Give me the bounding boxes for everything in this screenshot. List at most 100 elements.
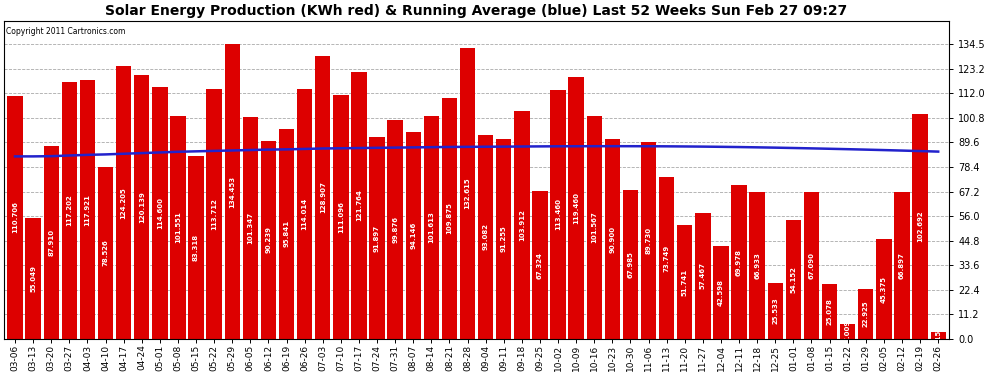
Bar xyxy=(387,120,403,339)
Text: 111.096: 111.096 xyxy=(338,201,344,233)
Bar xyxy=(496,139,512,339)
Text: 110.706: 110.706 xyxy=(12,202,18,234)
Text: 42.598: 42.598 xyxy=(718,279,724,306)
Text: 45.375: 45.375 xyxy=(881,276,887,303)
Text: 69.978: 69.978 xyxy=(737,249,742,276)
Bar xyxy=(225,44,240,339)
Bar xyxy=(876,239,892,339)
Text: 134.453: 134.453 xyxy=(230,176,236,207)
Text: 67.985: 67.985 xyxy=(628,251,634,278)
Bar xyxy=(623,190,639,339)
Bar xyxy=(7,96,23,339)
Bar xyxy=(478,135,493,339)
Bar xyxy=(713,246,729,339)
Text: 124.205: 124.205 xyxy=(121,187,127,219)
Text: 113.460: 113.460 xyxy=(555,198,561,231)
Text: 66.933: 66.933 xyxy=(754,252,760,279)
Title: Solar Energy Production (KWh red) & Running Average (blue) Last 52 Weeks Sun Feb: Solar Energy Production (KWh red) & Runn… xyxy=(106,4,847,18)
Bar xyxy=(134,75,149,339)
Text: 121.764: 121.764 xyxy=(356,189,362,221)
Text: 109.875: 109.875 xyxy=(446,202,452,234)
Bar xyxy=(804,192,819,339)
Bar xyxy=(587,116,602,339)
Text: 113.712: 113.712 xyxy=(211,198,217,230)
Bar xyxy=(207,89,222,339)
Text: 114.014: 114.014 xyxy=(302,198,308,230)
Bar xyxy=(931,332,945,339)
Text: 83.318: 83.318 xyxy=(193,234,199,261)
Bar xyxy=(550,90,565,339)
Bar xyxy=(533,191,547,339)
Text: 22.925: 22.925 xyxy=(863,300,869,327)
Text: 94.146: 94.146 xyxy=(410,222,416,249)
Text: 51.741: 51.741 xyxy=(682,268,688,296)
Text: 90.239: 90.239 xyxy=(265,226,271,254)
Text: 117.921: 117.921 xyxy=(84,194,90,225)
Bar xyxy=(786,220,801,339)
Bar xyxy=(913,114,928,339)
Text: 73.749: 73.749 xyxy=(663,244,669,272)
Text: 102.692: 102.692 xyxy=(917,210,923,242)
Text: 67.324: 67.324 xyxy=(537,252,543,279)
Bar xyxy=(297,89,312,339)
Bar xyxy=(894,192,910,339)
Bar xyxy=(677,225,692,339)
Bar xyxy=(406,132,421,339)
Text: 114.600: 114.600 xyxy=(156,197,162,229)
Bar xyxy=(460,48,475,339)
Text: 99.876: 99.876 xyxy=(392,216,398,243)
Bar xyxy=(80,80,95,339)
Bar xyxy=(170,116,186,339)
Text: 101.613: 101.613 xyxy=(429,211,435,243)
Text: 25.078: 25.078 xyxy=(827,298,833,325)
Bar xyxy=(732,185,746,339)
Text: Copyright 2011 Cartronics.com: Copyright 2011 Cartronics.com xyxy=(6,27,126,36)
Bar xyxy=(243,117,258,339)
Bar xyxy=(334,95,348,339)
Bar xyxy=(695,213,711,339)
Bar xyxy=(260,141,276,339)
Text: 119.460: 119.460 xyxy=(573,192,579,224)
Text: 132.615: 132.615 xyxy=(464,178,470,209)
Text: 101.347: 101.347 xyxy=(248,212,253,244)
Text: 3.152: 3.152 xyxy=(936,325,941,346)
Bar xyxy=(424,116,439,339)
Text: 120.139: 120.139 xyxy=(139,191,145,223)
Bar xyxy=(188,156,204,339)
Text: 57.467: 57.467 xyxy=(700,262,706,290)
Text: 25.533: 25.533 xyxy=(772,298,778,324)
Text: 103.912: 103.912 xyxy=(519,209,525,241)
Text: 95.841: 95.841 xyxy=(283,220,289,248)
Text: 7.009: 7.009 xyxy=(844,320,850,342)
Text: 101.551: 101.551 xyxy=(175,212,181,243)
Bar xyxy=(152,87,167,339)
Bar xyxy=(822,284,838,339)
Bar xyxy=(315,56,331,339)
Text: 54.152: 54.152 xyxy=(790,266,796,293)
Bar xyxy=(767,283,783,339)
Bar xyxy=(279,129,294,339)
Bar xyxy=(514,111,530,339)
Bar xyxy=(44,146,59,339)
Bar xyxy=(858,289,873,339)
Bar xyxy=(61,82,77,339)
Bar xyxy=(369,137,385,339)
Text: 90.900: 90.900 xyxy=(610,226,616,253)
Bar xyxy=(26,218,41,339)
Bar xyxy=(568,77,584,339)
Bar xyxy=(116,66,132,339)
Bar xyxy=(641,142,656,339)
Text: 128.907: 128.907 xyxy=(320,182,326,213)
Bar xyxy=(98,166,113,339)
Text: 117.202: 117.202 xyxy=(66,195,72,226)
Text: 101.567: 101.567 xyxy=(591,211,597,243)
Bar xyxy=(442,98,457,339)
Text: 55.049: 55.049 xyxy=(30,265,36,292)
Text: 78.526: 78.526 xyxy=(103,240,109,266)
Text: 91.897: 91.897 xyxy=(374,225,380,252)
Bar xyxy=(659,177,674,339)
Text: 89.730: 89.730 xyxy=(645,227,651,254)
Bar xyxy=(749,192,765,339)
Text: 67.090: 67.090 xyxy=(809,252,815,279)
Text: 91.255: 91.255 xyxy=(501,225,507,252)
